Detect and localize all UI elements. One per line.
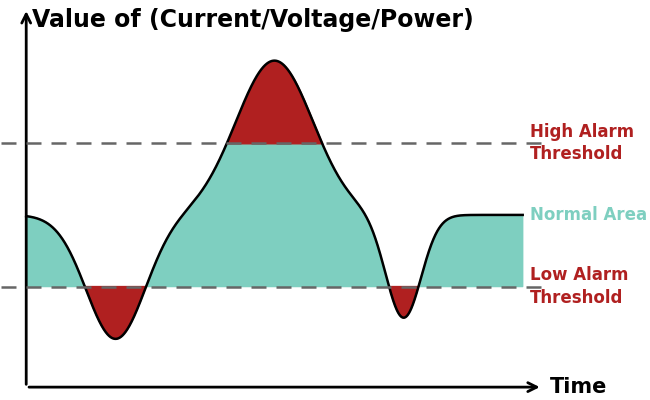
Text: Time: Time: [550, 377, 607, 397]
Text: High Alarm
Threshold: High Alarm Threshold: [530, 123, 634, 163]
Text: Normal Area: Normal Area: [530, 206, 647, 224]
Text: Low Alarm
Threshold: Low Alarm Threshold: [530, 266, 629, 307]
Text: Value of (Current/Voltage/Power): Value of (Current/Voltage/Power): [32, 8, 474, 32]
